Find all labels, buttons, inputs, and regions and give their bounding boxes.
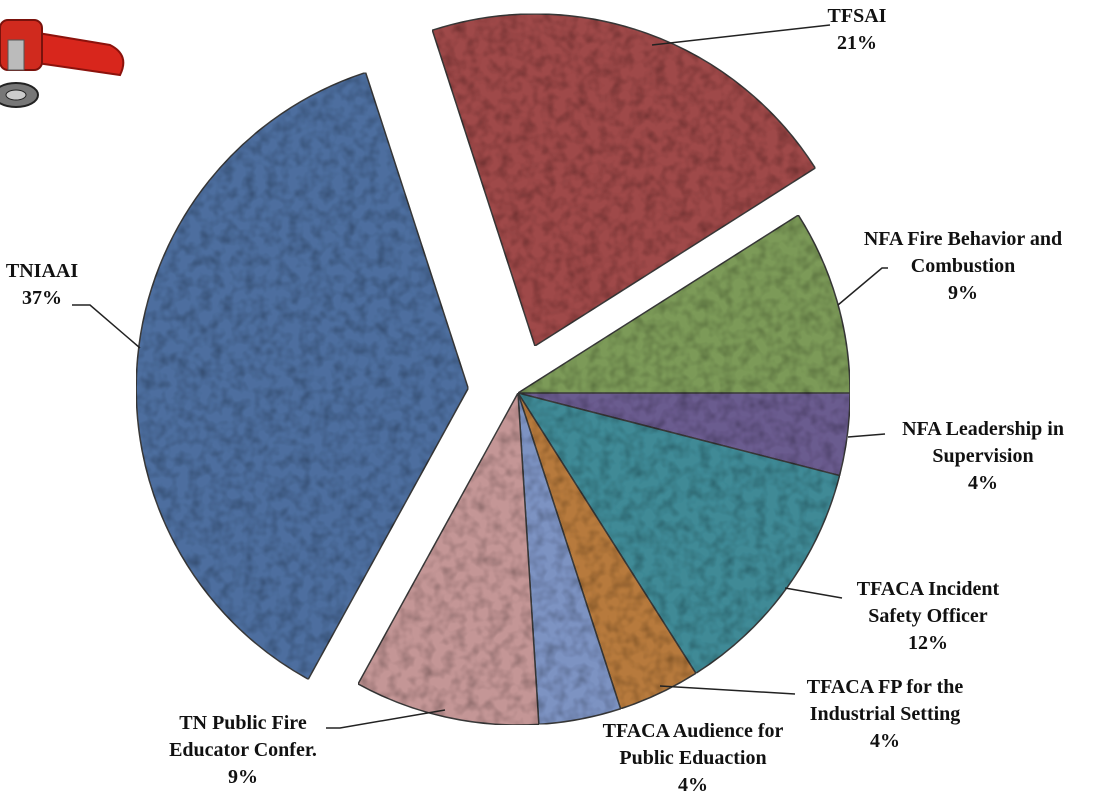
value-label: 21% [837, 32, 877, 54]
sprinkler-icon [0, 19, 125, 108]
slice-label: NFA Fire Behavior and Combustion 9% [858, 226, 1068, 307]
slice-label: TFACA FP for the Industrial Setting 4% [780, 674, 990, 755]
leader-line [659, 685, 796, 695]
category-label: TN Public Fire Educator Confer. [169, 712, 317, 761]
pie-slice [515, 214, 851, 394]
slice-label: NFA Leadership in Supervision 4% [878, 416, 1088, 497]
leader-line [837, 267, 888, 306]
value-label: 9% [948, 282, 978, 304]
slice-label: TN Public Fire Educator Confer. 9% [143, 710, 343, 791]
value-label: 4% [870, 730, 900, 752]
leader-line [784, 587, 843, 599]
value-label: 37% [22, 287, 62, 309]
slices [135, 13, 851, 726]
category-label: TFACA FP for the Industrial Setting [806, 676, 964, 725]
leader-line [326, 709, 446, 729]
leader-lines [72, 24, 888, 729]
category-label: NFA Fire Behavior and Combustion [863, 228, 1063, 277]
category-label: TNIAAI [5, 260, 79, 282]
pie-slice [431, 13, 817, 348]
slice-label: TFACA Audience for Public Eduaction 4% [578, 718, 808, 799]
pie-slice [357, 390, 540, 726]
leader-line [847, 433, 886, 438]
value-label: 4% [678, 774, 708, 796]
category-label: NFA Leadership in Supervision [902, 418, 1064, 467]
value-label: 4% [968, 472, 998, 494]
pie-slice [135, 71, 470, 681]
category-label: TFACA Incident Safety Officer [856, 578, 1000, 627]
slice-label: TFACA Incident Safety Officer 12% [833, 576, 1023, 657]
slice-label: TFSAI 21% [797, 3, 917, 57]
category-label: TFACA Audience for Public Eduaction [602, 720, 784, 769]
leader-line [651, 24, 831, 46]
slice-label: TNIAAI 37% [0, 258, 87, 312]
value-label: 12% [908, 632, 948, 654]
category-label: TFSAI [827, 5, 887, 27]
leader-line [72, 304, 141, 349]
value-label: 9% [228, 766, 258, 788]
